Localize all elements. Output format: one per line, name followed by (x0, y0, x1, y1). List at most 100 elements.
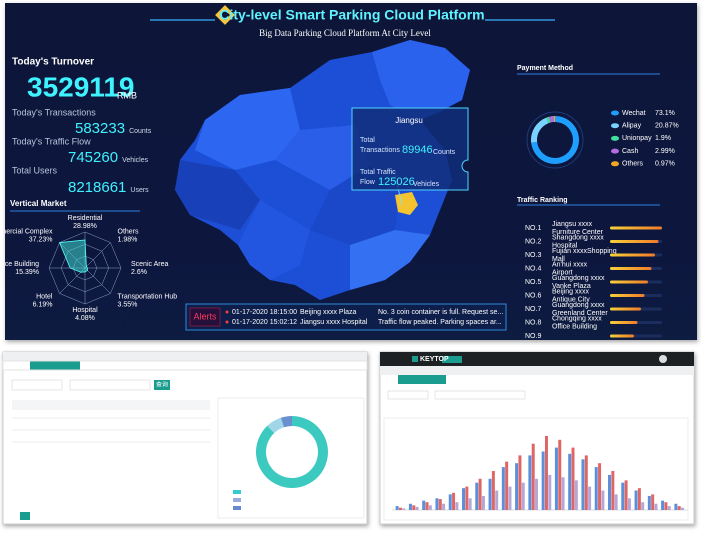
bar (435, 498, 439, 510)
alerts-box (185, 303, 507, 331)
bar (608, 474, 612, 510)
bar (654, 503, 658, 510)
china-map (175, 40, 470, 300)
legend-swatch (611, 148, 619, 154)
bar (677, 506, 681, 510)
bar (621, 482, 625, 510)
section-title: Traffic Ranking (517, 197, 568, 204)
bar (491, 471, 495, 510)
bar (531, 443, 535, 510)
section-line (517, 73, 660, 206)
bar (395, 506, 399, 510)
bar (667, 506, 671, 510)
legend-swatch (611, 110, 619, 116)
stat-label: Total Users (12, 165, 58, 175)
donut-segment (549, 116, 554, 123)
bar (412, 505, 416, 510)
donut-segment (546, 116, 551, 124)
radar-percent: 37.23% (29, 236, 53, 243)
bar (647, 495, 651, 510)
stat-unit: Counts (129, 128, 152, 135)
turnover-value: 3529119 (27, 71, 134, 102)
brand: KEYTOP (420, 356, 449, 363)
bar (428, 505, 432, 510)
legend-value: 73.1% (655, 110, 675, 117)
alert-dot (225, 320, 229, 324)
alert-cell: Traffic flow peaked. Parking spaces ar..… (378, 319, 502, 326)
legend-value: 0.97% (655, 161, 675, 168)
rank-bar (610, 334, 634, 338)
rank-name: Beijing xxxx Antique City (552, 288, 590, 303)
bar (634, 490, 638, 510)
bar (601, 490, 605, 510)
bar (455, 502, 459, 510)
query-button[interactable] (154, 380, 170, 390)
radar-label: Residential (68, 215, 103, 222)
bar (637, 488, 641, 510)
bar (481, 495, 485, 510)
bar (614, 494, 618, 510)
stat-label: Today's Traffic Flow (12, 136, 91, 146)
radar-percent: 1.98% (118, 236, 138, 243)
bar (518, 455, 522, 510)
bar (554, 447, 558, 510)
screenshot-right: KEYTOP (379, 351, 695, 525)
bar (544, 435, 548, 510)
radar-label: Transportation Hub (118, 293, 178, 300)
radar-label: Scenic Area (131, 261, 168, 268)
radar-percent: 4.08% (75, 315, 95, 322)
alerts-title: Alerts (193, 311, 217, 321)
bar (505, 461, 509, 510)
map-popup (351, 107, 469, 191)
alert-cell: Jiangsu xxxx Hospital (300, 319, 368, 326)
radar-area (58, 239, 88, 273)
legend-swatch (611, 161, 619, 167)
bar (521, 482, 525, 510)
rank-bar (610, 226, 662, 230)
bar (478, 478, 482, 510)
bar (465, 486, 469, 510)
jiangsu-highlight (395, 192, 418, 215)
bar (581, 459, 585, 510)
bar (558, 439, 562, 510)
alert-cell: 01-17-2020 18:15:00 (232, 309, 297, 316)
bar (425, 502, 429, 510)
radar-percent: 3.55% (118, 301, 138, 308)
rank-number: NO.3 (525, 252, 541, 259)
alert-dot (225, 310, 229, 314)
bar (574, 480, 578, 510)
rank-name: Fujian xxxxShopping Mall (552, 248, 617, 263)
subtitle: Big Data Parking Cloud Platform At City … (259, 28, 431, 38)
bar (475, 482, 479, 510)
rank-number: NO.4 (525, 265, 541, 272)
radar-percent: 6.19% (33, 301, 53, 308)
bar (535, 478, 539, 510)
bar (438, 499, 442, 510)
radar-percent: 28.98% (73, 223, 97, 230)
bar (611, 471, 615, 510)
bar (452, 492, 456, 510)
turnover-unit: RMB (117, 90, 137, 100)
stat-label: Today's Transactions (12, 107, 96, 117)
legend-name: Unionpay (622, 135, 652, 142)
donut-segment (267, 417, 284, 434)
popup-value: 125026 (378, 176, 415, 188)
rank-number: NO.9 (525, 333, 541, 340)
stat-value: 583233 (75, 120, 125, 137)
radar-percent: 15.39% (15, 269, 39, 276)
stat-value: 745260 (68, 149, 118, 166)
donut-ring (526, 111, 584, 169)
rank-name: An'hui xxxx Airport (552, 261, 588, 276)
stat-value: 8218661 (68, 179, 126, 196)
bar (462, 488, 466, 510)
rank-bar (610, 280, 648, 284)
radar-label: Hospital (72, 307, 98, 314)
legend-swatch (611, 135, 619, 141)
bar (541, 451, 545, 510)
legend-name: Alipay (622, 123, 642, 130)
rank-number: NO.7 (525, 306, 541, 313)
legend-swatch (611, 123, 619, 129)
popup-unit: Vehicles (413, 181, 440, 188)
radar-label: Commercial Complex (0, 228, 53, 235)
radar-label: Hotel (36, 293, 53, 300)
